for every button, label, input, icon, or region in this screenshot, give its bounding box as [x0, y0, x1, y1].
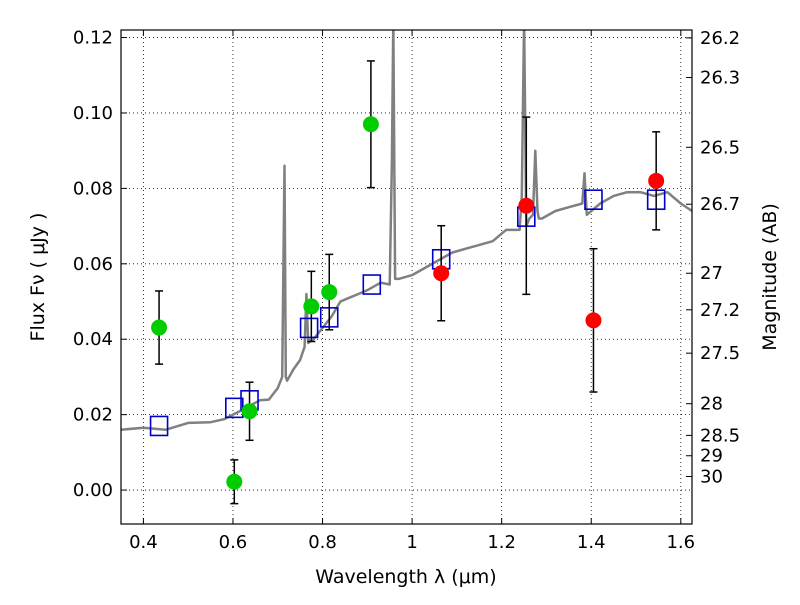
y-tick-label: 0.00	[73, 480, 113, 501]
right-tick-label: 26.5	[700, 137, 740, 158]
x-tick-label: 1.2	[487, 532, 516, 553]
red-data-point	[648, 172, 665, 189]
green-data-point	[362, 116, 379, 133]
green-data-point	[241, 403, 258, 420]
x-tick-label: 1.6	[666, 532, 695, 553]
x-axis-label: Wavelength λ (μm)	[315, 566, 496, 588]
plot-frame	[120, 29, 693, 525]
y-tick-label: 0.04	[73, 329, 113, 350]
right-tick-label: 28.5	[700, 425, 740, 446]
y-tick-label: 0.10	[73, 103, 113, 124]
axis-ticks: 0.4 0.6 0.8 1 1.2 1.4 1.6 0.00 0.02 0.04 0.06 0.08 0…	[73, 28, 740, 553]
right-tick-label: 28	[700, 394, 723, 415]
model-spectrum-layer	[121, 30, 692, 431]
right-tick-label: 29	[700, 446, 723, 467]
x-tick-label: 0.6	[219, 532, 248, 553]
data-points-layer	[151, 116, 665, 490]
red-data-point	[518, 197, 535, 214]
x-tick-label: 0.8	[308, 532, 337, 553]
x-tick-label: 1	[406, 532, 417, 553]
model-photometry-square	[299, 317, 319, 339]
right-tick-label: 26.3	[700, 68, 740, 89]
y-tick-label: 0.12	[73, 28, 113, 49]
model-photometry-square	[149, 415, 169, 437]
y-tick-label: 0.06	[73, 254, 113, 275]
green-data-point	[151, 319, 168, 336]
right-tick-label: 27.2	[700, 300, 740, 321]
right-tick-label: 26.2	[700, 28, 740, 49]
right-tick-label: 27.5	[700, 343, 740, 364]
green-data-point	[226, 473, 243, 490]
right-tick-label: 26.7	[700, 194, 740, 215]
x-tick-label: 0.4	[129, 532, 158, 553]
right-tick-label: 30	[700, 466, 723, 487]
spectrum-line	[121, 30, 692, 431]
y-tick-label: 0.02	[73, 405, 113, 426]
y-axis-right-label: Magnitude (AB)	[759, 203, 781, 351]
model-photometry-square	[362, 274, 382, 295]
red-data-point	[433, 265, 450, 282]
x-tick-label: 1.4	[577, 532, 606, 553]
y-tick-label: 0.08	[73, 178, 113, 199]
red-data-point	[585, 312, 602, 329]
green-data-point	[321, 284, 338, 301]
model-photometry-square	[584, 189, 603, 210]
y-axis-label: Flux Fν ( μJy )	[27, 213, 49, 342]
right-tick-label: 27	[700, 263, 723, 284]
green-data-point	[303, 298, 320, 315]
